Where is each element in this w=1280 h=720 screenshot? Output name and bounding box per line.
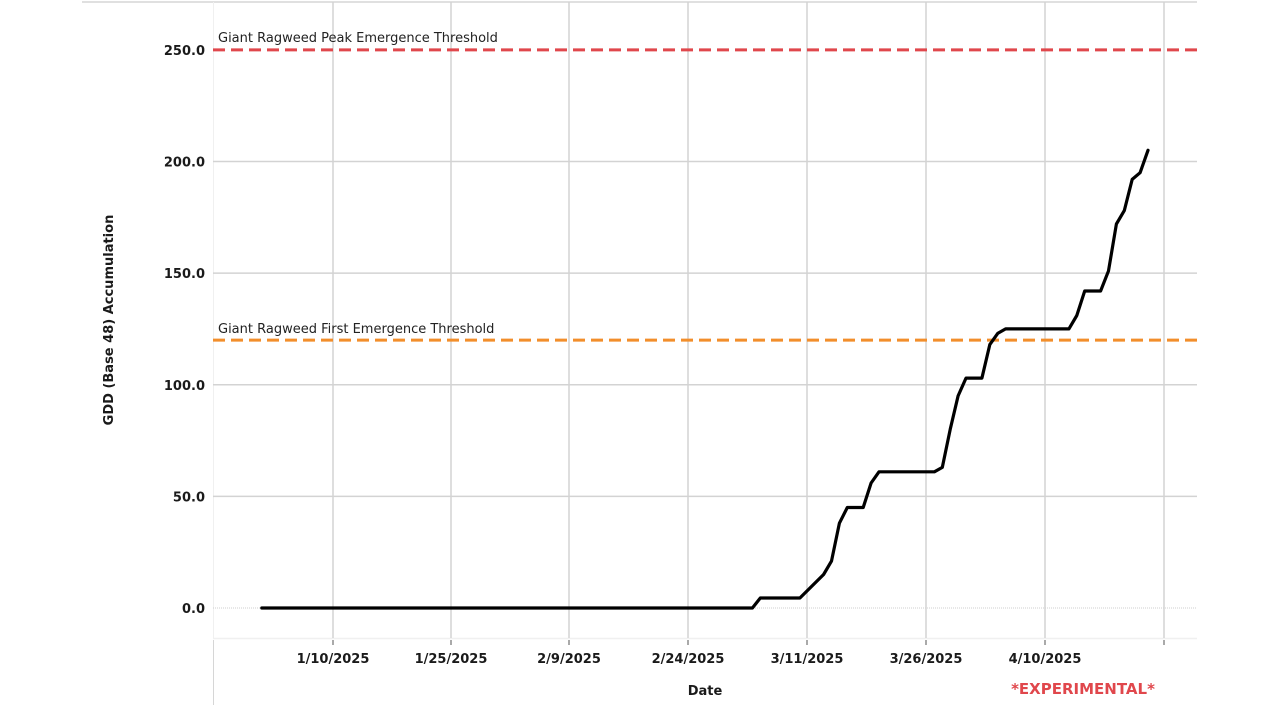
- x-tick-label: 1/10/2025: [297, 652, 370, 667]
- peak-threshold-label: Giant Ragweed Peak Emergence Threshold: [218, 31, 498, 46]
- y-tick-label: 0.0: [182, 602, 205, 617]
- x-tick-label: 1/25/2025: [415, 652, 488, 667]
- x-tick-label: 2/24/2025: [652, 652, 725, 667]
- x-axis-ticks: 1/10/2025 1/25/2025 2/9/2025 2/24/2025 3/11/…: [297, 640, 1165, 667]
- threshold-lines: [213, 48, 1197, 342]
- x-tick-label: 3/11/2025: [771, 652, 844, 667]
- y-tick-label: 150.0: [164, 267, 205, 282]
- x-tick-label: 3/26/2025: [890, 652, 963, 667]
- gridlines: [213, 2, 1197, 638]
- y-tick-label: 100.0: [164, 379, 205, 394]
- first-threshold-label: Giant Ragweed First Emergence Threshold: [218, 322, 494, 337]
- x-tick-label: 2/9/2025: [537, 652, 601, 667]
- y-axis-ticks: 0.0 50.0 100.0 150.0 200.0 250.0: [164, 44, 205, 617]
- gdd-line: [260, 148, 1150, 610]
- y-tick-label: 50.0: [173, 490, 205, 505]
- data-series: [260, 148, 1150, 610]
- x-tick-label: 4/10/2025: [1009, 652, 1082, 667]
- experimental-label: *EXPERIMENTAL*: [1011, 680, 1155, 698]
- x-axis-title: Date: [688, 684, 723, 699]
- y-tick-label: 200.0: [164, 156, 205, 171]
- y-tick-label: 250.0: [164, 44, 205, 59]
- y-axis-title: GDD (Base 48) Accumulation: [102, 215, 117, 426]
